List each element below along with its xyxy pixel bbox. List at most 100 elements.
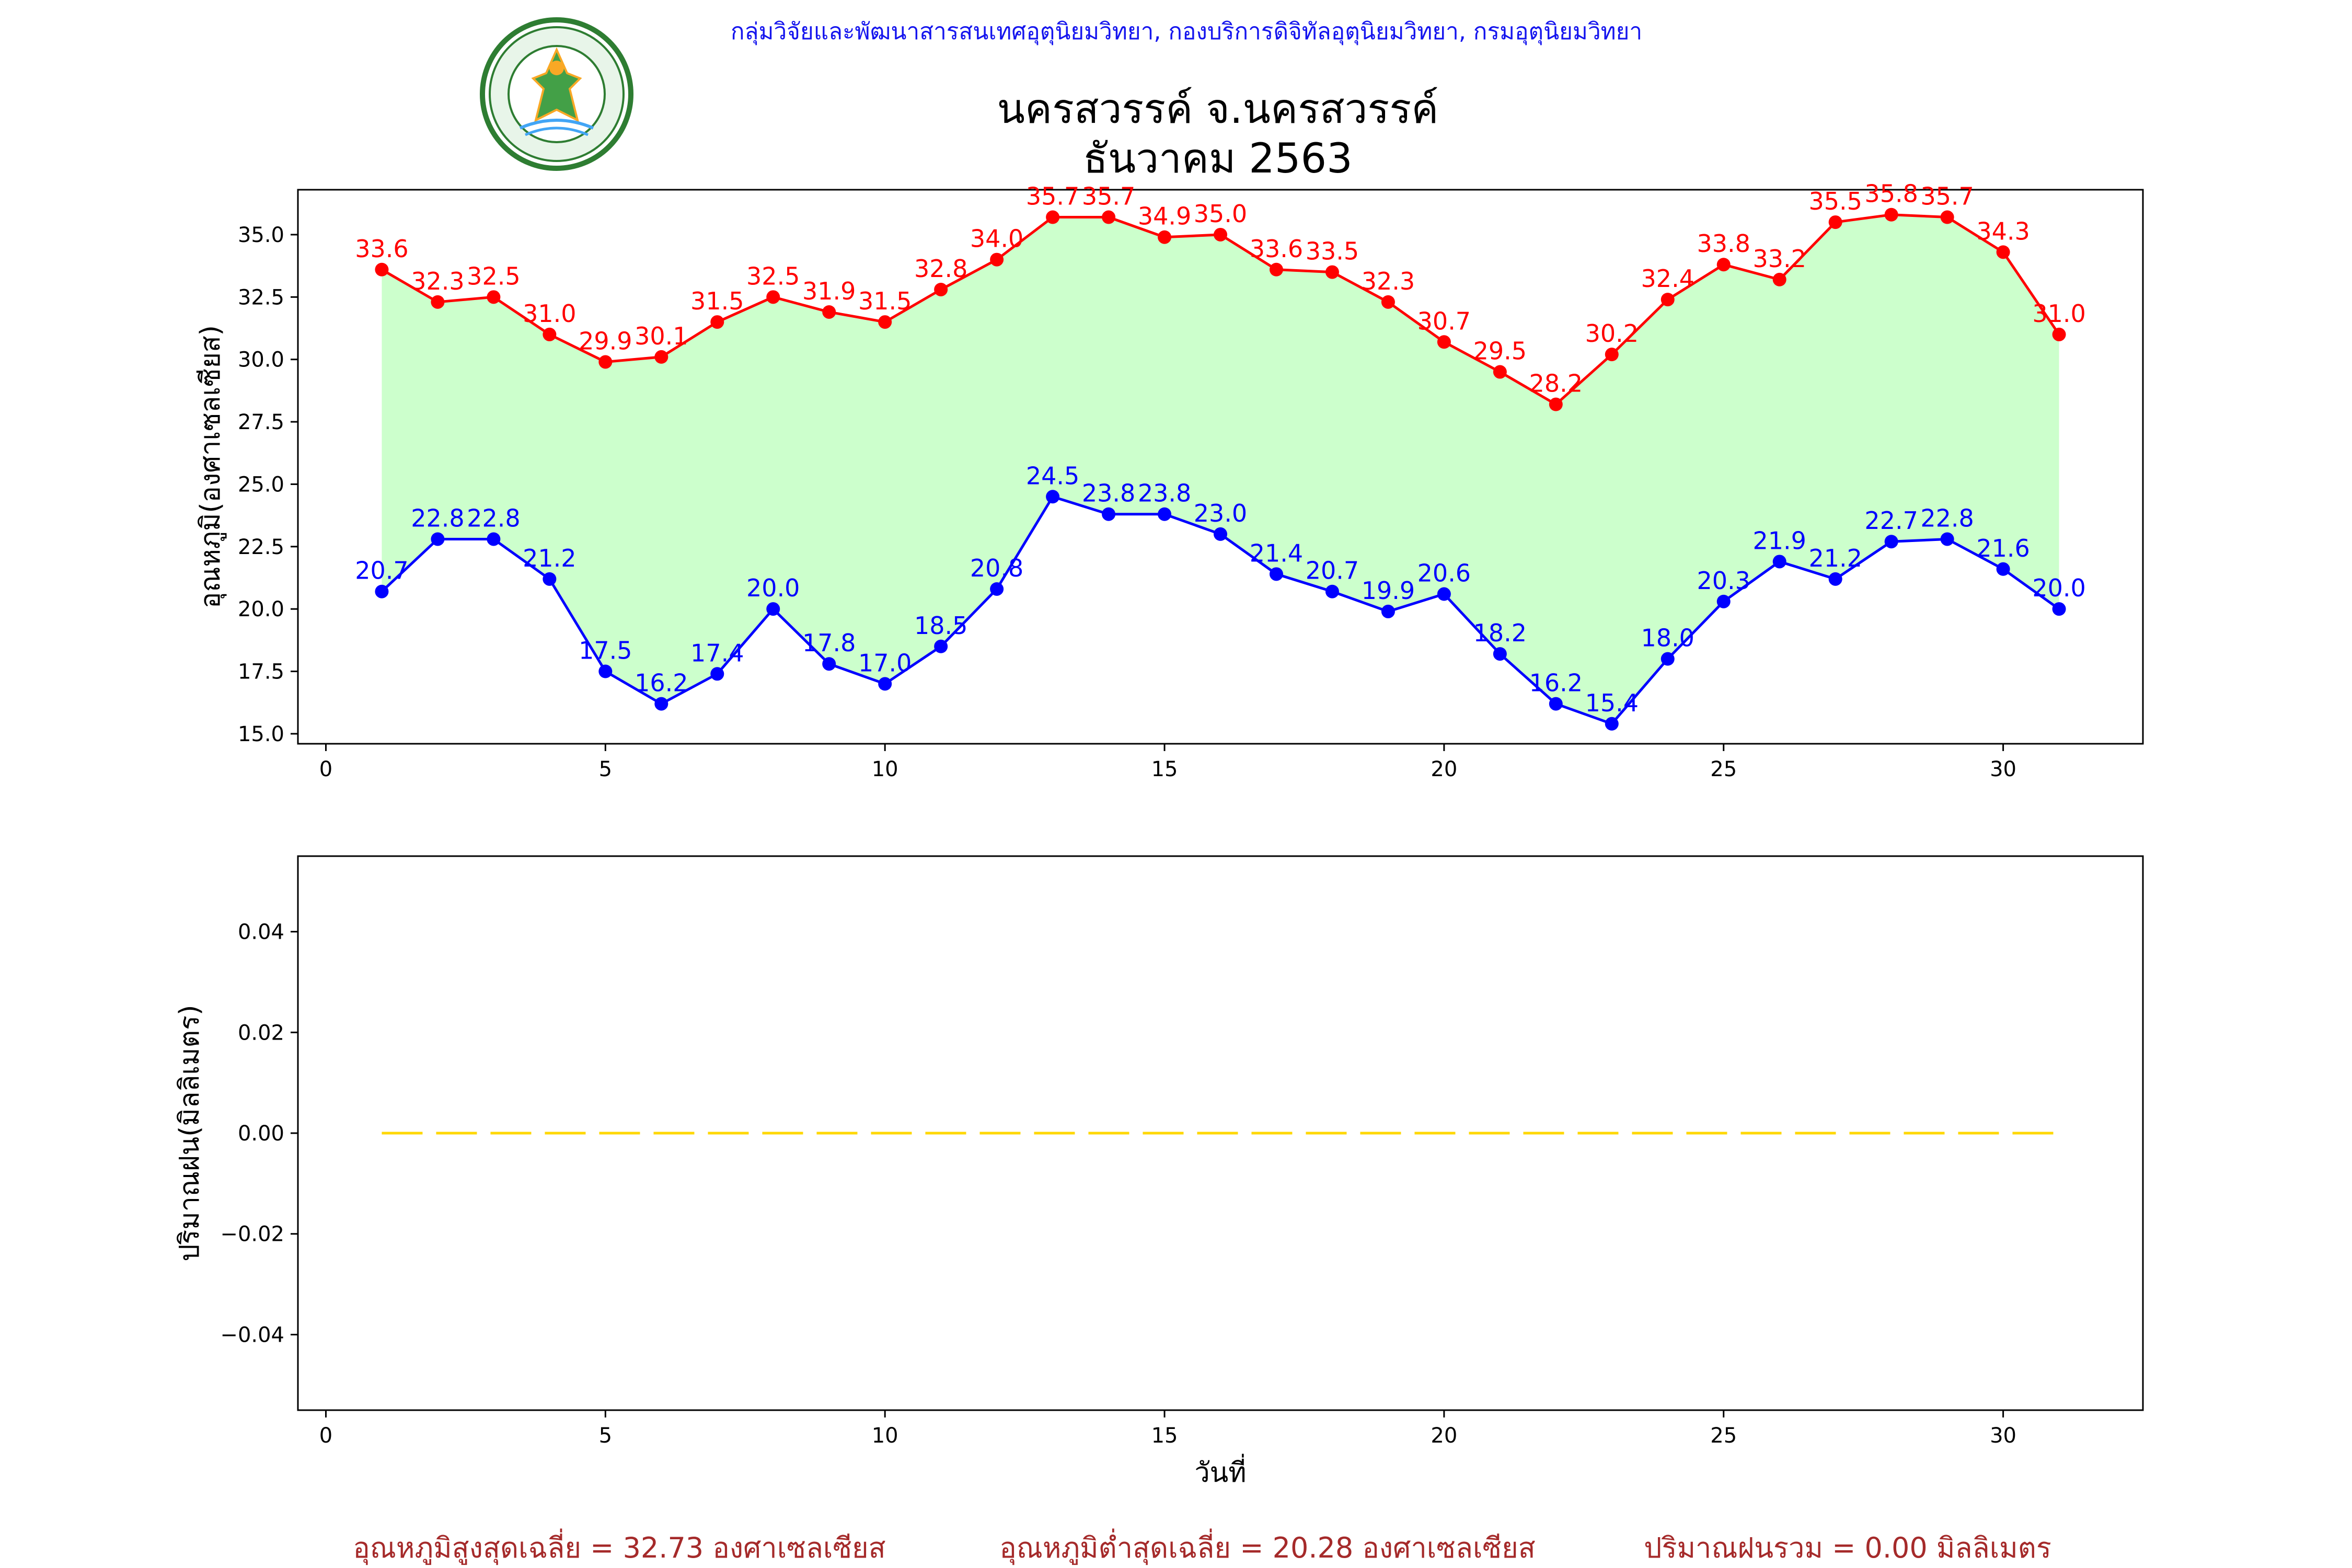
max-temperature-point bbox=[1828, 215, 1842, 229]
y-tick-label: 0.04 bbox=[238, 920, 284, 944]
max-temperature-point bbox=[598, 355, 613, 369]
x-tick-label: 10 bbox=[872, 757, 898, 781]
max-temperature-point bbox=[1325, 265, 1339, 279]
min-temperature-point bbox=[934, 639, 948, 653]
max-temperature-point bbox=[934, 282, 948, 296]
max-temperature-label: 35.7 bbox=[1026, 182, 1079, 211]
x-tick-label: 25 bbox=[1710, 757, 1737, 781]
temperature-plot-frame bbox=[297, 189, 2144, 745]
y-tick-label: 0.00 bbox=[238, 1122, 284, 1146]
y-tick-label: 15.0 bbox=[238, 722, 284, 746]
x-tick-label: 5 bbox=[599, 757, 612, 781]
temperature-y-axis-label: อุณหภูมิ(องศาเซลเซียส) bbox=[195, 325, 227, 608]
min-temperature-label: 15.4 bbox=[1585, 689, 1639, 717]
min-temperature-point bbox=[543, 572, 557, 586]
min-temperature-point bbox=[1996, 562, 2010, 576]
footer-min-average: อุณหภูมิต่ำสุดเฉลี่ย = 20.28 องศาเซลเซีย… bbox=[999, 1528, 1535, 1565]
max-temperature-label: 32.5 bbox=[746, 262, 800, 290]
max-temperature-label: 31.0 bbox=[523, 299, 576, 328]
min-temperature-point bbox=[1549, 697, 1563, 711]
min-temperature-point bbox=[1214, 527, 1227, 541]
max-temperature-label: 31.5 bbox=[690, 287, 744, 315]
x-tick-label: 30 bbox=[1990, 1424, 2016, 1448]
max-temperature-label: 32.3 bbox=[411, 267, 464, 295]
min-temperature-point bbox=[598, 664, 613, 678]
min-temperature-point bbox=[1884, 535, 1898, 549]
min-temperature-point bbox=[822, 657, 836, 671]
min-temperature-point bbox=[1940, 532, 1954, 546]
min-temperature-label: 22.8 bbox=[467, 504, 520, 532]
max-temperature-point bbox=[822, 305, 836, 319]
footer-max-average: อุณหภูมิสูงสุดเฉลี่ย = 32.73 องศาเซลเซีย… bbox=[353, 1528, 885, 1565]
max-temperature-point bbox=[990, 252, 1004, 267]
max-temperature-label: 30.1 bbox=[635, 322, 688, 350]
min-temperature-label: 21.4 bbox=[1250, 539, 1303, 567]
min-temperature-label: 24.5 bbox=[1026, 462, 1079, 490]
min-temperature-point bbox=[710, 667, 724, 681]
min-temperature-point bbox=[1661, 652, 1675, 666]
max-temperature-point bbox=[1158, 230, 1172, 244]
min-temperature-point bbox=[990, 582, 1004, 596]
max-temperature-label: 35.8 bbox=[1864, 180, 1918, 208]
y-tick-label: 25.0 bbox=[238, 472, 284, 497]
y-tick-label: 35.0 bbox=[238, 223, 284, 247]
max-temperature-label: 30.2 bbox=[1585, 319, 1639, 348]
min-temperature-label: 22.8 bbox=[411, 504, 464, 532]
footer-rain-total: ปริมาณฝนรวม = 0.00 มิลลิเมตร bbox=[1644, 1531, 2051, 1564]
min-temperature-label: 16.2 bbox=[1529, 669, 1583, 697]
min-temperature-point bbox=[375, 584, 389, 598]
min-temperature-label: 23.8 bbox=[1138, 479, 1191, 508]
max-temperature-label: 29.9 bbox=[579, 327, 632, 355]
min-temperature-label: 18.5 bbox=[914, 612, 967, 640]
min-temperature-label: 20.7 bbox=[355, 557, 408, 585]
max-temperature-point bbox=[543, 327, 557, 341]
max-temperature-point bbox=[487, 290, 501, 304]
min-temperature-point bbox=[1828, 572, 1842, 586]
max-temperature-point bbox=[766, 290, 780, 304]
max-temperature-point bbox=[1996, 245, 2010, 259]
max-temperature-point bbox=[1661, 293, 1675, 307]
min-temperature-point bbox=[1716, 594, 1731, 608]
max-temperature-label: 33.5 bbox=[1306, 237, 1359, 266]
min-temperature-point bbox=[1437, 587, 1451, 601]
max-temperature-point bbox=[375, 262, 389, 276]
min-temperature-point bbox=[1381, 604, 1395, 618]
x-tick-label: 0 bbox=[319, 757, 332, 781]
x-tick-label: 10 bbox=[872, 1424, 898, 1448]
min-temperature-label: 20.0 bbox=[746, 574, 800, 602]
max-temperature-label: 35.0 bbox=[1194, 200, 1247, 228]
min-temperature-point bbox=[487, 532, 501, 546]
max-temperature-label: 34.0 bbox=[970, 225, 1023, 253]
min-temperature-label: 23.0 bbox=[1194, 499, 1247, 527]
y-tick-label: 22.5 bbox=[238, 535, 284, 559]
min-temperature-label: 17.0 bbox=[858, 649, 912, 677]
max-temperature-point bbox=[1605, 348, 1619, 362]
min-temperature-label: 21.9 bbox=[1753, 526, 1806, 555]
min-temperature-label: 21.2 bbox=[523, 544, 576, 572]
max-temperature-point bbox=[1046, 210, 1060, 224]
max-temperature-point bbox=[1884, 207, 1898, 222]
min-temperature-label: 19.9 bbox=[1362, 577, 1415, 605]
max-temperature-label: 35.5 bbox=[1808, 187, 1862, 215]
y-tick-label: 32.5 bbox=[238, 285, 284, 309]
rainfall-y-axis-label: ปริมาณฝน(มิลลิเมตร) bbox=[174, 1005, 205, 1261]
min-temperature-point bbox=[1269, 567, 1283, 581]
max-temperature-label: 33.6 bbox=[1250, 235, 1303, 263]
y-tick-label: −0.02 bbox=[220, 1223, 284, 1247]
y-tick-label: 27.5 bbox=[238, 410, 284, 434]
min-temperature-label: 18.2 bbox=[1473, 619, 1527, 647]
min-temperature-point bbox=[654, 697, 668, 711]
min-temperature-label: 23.8 bbox=[1082, 479, 1135, 508]
max-temperature-label: 32.4 bbox=[1641, 264, 1694, 293]
max-temperature-label: 33.8 bbox=[1697, 229, 1750, 258]
max-temperature-label: 34.3 bbox=[1976, 217, 2030, 245]
max-temperature-label: 33.2 bbox=[1753, 245, 1806, 273]
x-tick-label: 30 bbox=[1990, 757, 2016, 781]
min-temperature-point bbox=[1102, 507, 1116, 521]
max-temperature-label: 31.5 bbox=[858, 287, 912, 315]
max-temperature-point bbox=[1381, 295, 1395, 309]
min-temperature-label: 20.3 bbox=[1697, 567, 1750, 595]
max-temperature-point bbox=[1549, 397, 1563, 411]
agency-text: กลุ่มวิจัยและพัฒนาสารสนเทศอุตุนิยมวิทยา,… bbox=[731, 18, 1642, 45]
